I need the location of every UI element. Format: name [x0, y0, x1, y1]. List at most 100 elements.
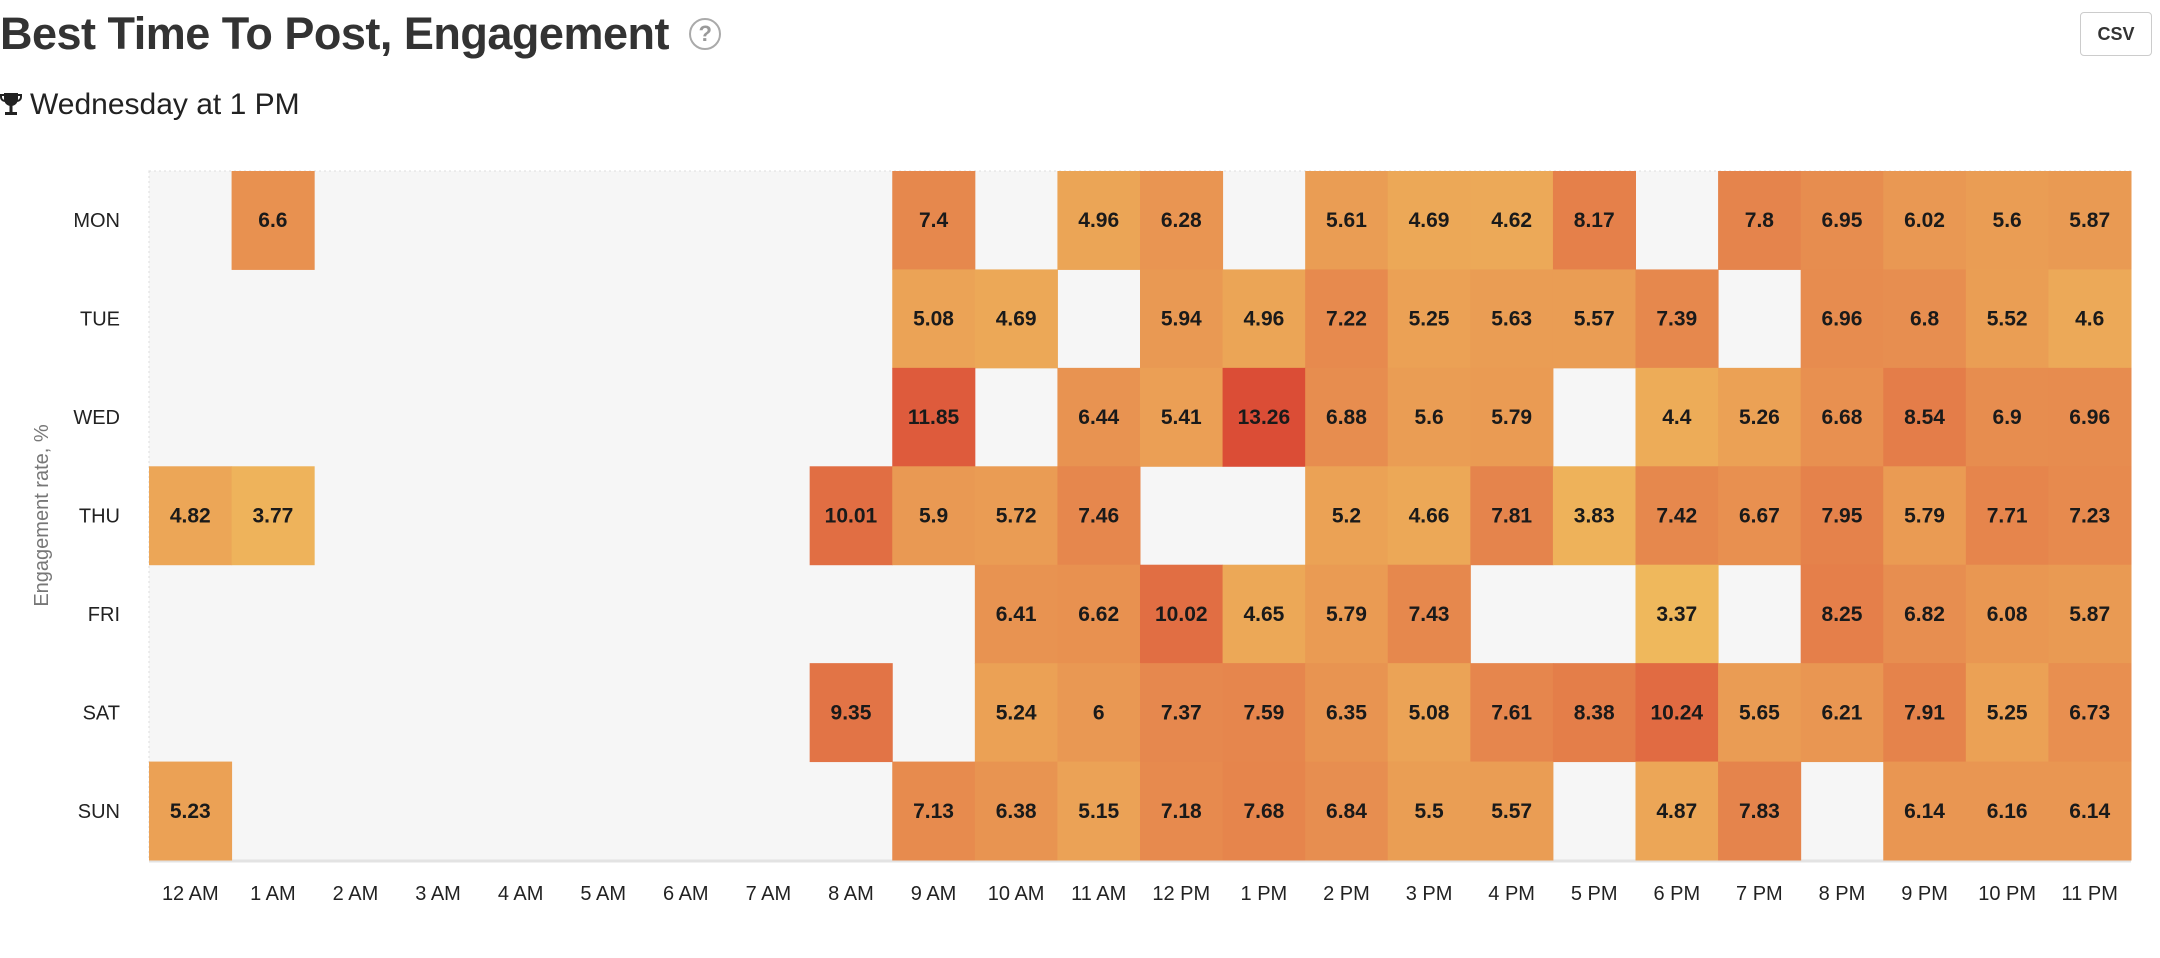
- cell-value-label: 6.95: [1822, 209, 1863, 232]
- heatmap-cell: [1305, 663, 1389, 763]
- cell-value-label: 4.62: [1491, 209, 1532, 232]
- x-tick-label: 5 AM: [580, 883, 626, 905]
- cell-value-label: 6.35: [1326, 701, 1367, 724]
- cell-value-label: 5.72: [996, 505, 1037, 528]
- cell-value-label: 3.37: [1656, 603, 1697, 626]
- heatmap-cell: [231, 466, 315, 566]
- cell-value-label: 7.83: [1739, 800, 1780, 823]
- heatmap-cell: [1057, 466, 1141, 566]
- cell-value-label: 7.13: [913, 800, 954, 823]
- cell-value-label: 5.08: [1409, 701, 1450, 724]
- cell-value-label: 5.15: [1078, 800, 1119, 823]
- cell-value-label: 3.77: [252, 505, 293, 528]
- x-tick-label: 4 PM: [1488, 883, 1535, 905]
- heatmap-cell: [1305, 171, 1389, 270]
- heatmap-cell: [1800, 269, 1884, 369]
- heatmap-cell: [1305, 367, 1389, 467]
- heatmap-cell: [1552, 466, 1636, 566]
- cell-value-label: 5.79: [1326, 603, 1367, 626]
- heatmap-cell: [1222, 367, 1306, 467]
- cell-value-label: 5.26: [1739, 406, 1780, 429]
- x-tick-label: 1 PM: [1241, 883, 1288, 905]
- heatmap-cell: [1470, 761, 1554, 861]
- x-tick-label: 2 PM: [1323, 883, 1370, 905]
- cell-value-label: 5.24: [996, 701, 1037, 724]
- x-tick-label: 10 AM: [988, 883, 1045, 905]
- x-tick-label: 8 PM: [1819, 883, 1866, 905]
- cell-value-label: 7.46: [1078, 505, 1119, 528]
- cell-value-label: 7.59: [1243, 701, 1284, 724]
- cell-value-label: 11.85: [908, 406, 960, 429]
- cell-value-label: 5.6: [1414, 406, 1443, 429]
- best-time-text: Wednesday at 1 PM: [30, 88, 300, 121]
- heatmap-cell: [1387, 466, 1471, 566]
- cell-value-label: 7.71: [1987, 505, 2028, 528]
- heatmap-cell: [1965, 564, 2049, 664]
- cell-value-label: 4.96: [1243, 308, 1284, 331]
- cell-value-label: 5.23: [170, 800, 211, 823]
- y-tick-label: SUN: [78, 801, 120, 823]
- heatmap-cell: [1883, 761, 1967, 861]
- heatmap-cell: [1140, 564, 1224, 664]
- cell-value-label: 6.21: [1822, 701, 1863, 724]
- cell-value-label: 5.57: [1574, 308, 1615, 331]
- cell-value-label: 8.17: [1574, 209, 1615, 232]
- heatmap-cell: [1718, 466, 1802, 566]
- cell-value-label: 5.63: [1491, 308, 1532, 331]
- heatmap-cell: [1883, 663, 1967, 763]
- cell-value-label: 6.88: [1326, 406, 1367, 429]
- heatmap-cell: [1222, 564, 1306, 664]
- heatmap-cell: [1470, 367, 1554, 467]
- heatmap-cell: [1800, 171, 1884, 270]
- heatmap-cell: [1800, 663, 1884, 763]
- heatmap-cell: [1718, 367, 1802, 467]
- cell-value-label: 4.96: [1078, 209, 1119, 232]
- heatmap-cell: [1305, 564, 1389, 664]
- question-circle-icon[interactable]: ?: [688, 18, 721, 50]
- cell-value-label: 7.43: [1409, 603, 1450, 626]
- cell-value-label: 5.79: [1491, 406, 1532, 429]
- cell-value-label: 5.2: [1332, 505, 1361, 528]
- heatmap-cell: [1635, 466, 1719, 566]
- heatmap-cell: [1387, 663, 1471, 763]
- heatmap-cell: [892, 269, 976, 369]
- x-tick-label: 7 AM: [746, 883, 792, 905]
- x-tick-label: 3 AM: [415, 883, 461, 905]
- cell-value-label: 5.79: [1904, 505, 1945, 528]
- heatmap-cell: [1470, 466, 1554, 566]
- x-tick-label: 7 PM: [1736, 883, 1783, 905]
- x-tick-label: 11 PM: [2062, 883, 2118, 905]
- heatmap-cell: [974, 761, 1058, 861]
- cell-value-label: 7.8: [1745, 209, 1775, 232]
- heatmap-cell: [149, 761, 233, 861]
- heatmap-cell: [1965, 367, 2049, 467]
- cell-value-label: 6.41: [996, 603, 1037, 626]
- cell-value-label: 5.65: [1739, 701, 1780, 724]
- cell-value-label: 8.54: [1904, 406, 1945, 429]
- heatmap-cell: [892, 171, 976, 270]
- heatmap-cell: [1222, 269, 1306, 369]
- heatmap-cell: [1635, 564, 1719, 664]
- heatmap-cell: [1883, 466, 1967, 566]
- cell-value-label: 6.84: [1326, 800, 1367, 823]
- cell-value-label: 4.87: [1656, 800, 1697, 823]
- heatmap-cell: [1057, 367, 1141, 467]
- heatmap-cell: [1883, 171, 1967, 270]
- csv-export-button[interactable]: CSV: [2080, 12, 2152, 56]
- cell-value-label: 7.37: [1161, 701, 1202, 724]
- heatmap-cell: [2048, 367, 2132, 467]
- heatmap-cell: [1305, 269, 1389, 369]
- heatmap-cell: [809, 466, 893, 566]
- heatmap-cell: [1140, 269, 1224, 369]
- heatmap-cell: [1305, 761, 1389, 861]
- heatmap-cell: [809, 663, 893, 763]
- x-tick-label: 9 PM: [1901, 883, 1948, 905]
- cell-value-label: 7.22: [1326, 308, 1367, 331]
- heatmap-cell: [1800, 466, 1884, 566]
- cell-value-label: 5.61: [1326, 209, 1367, 232]
- cell-value-label: 4.66: [1409, 505, 1450, 528]
- x-tick-label: 6 AM: [663, 883, 709, 905]
- cell-value-label: 6.02: [1904, 209, 1945, 232]
- heatmap-cell: [892, 367, 976, 467]
